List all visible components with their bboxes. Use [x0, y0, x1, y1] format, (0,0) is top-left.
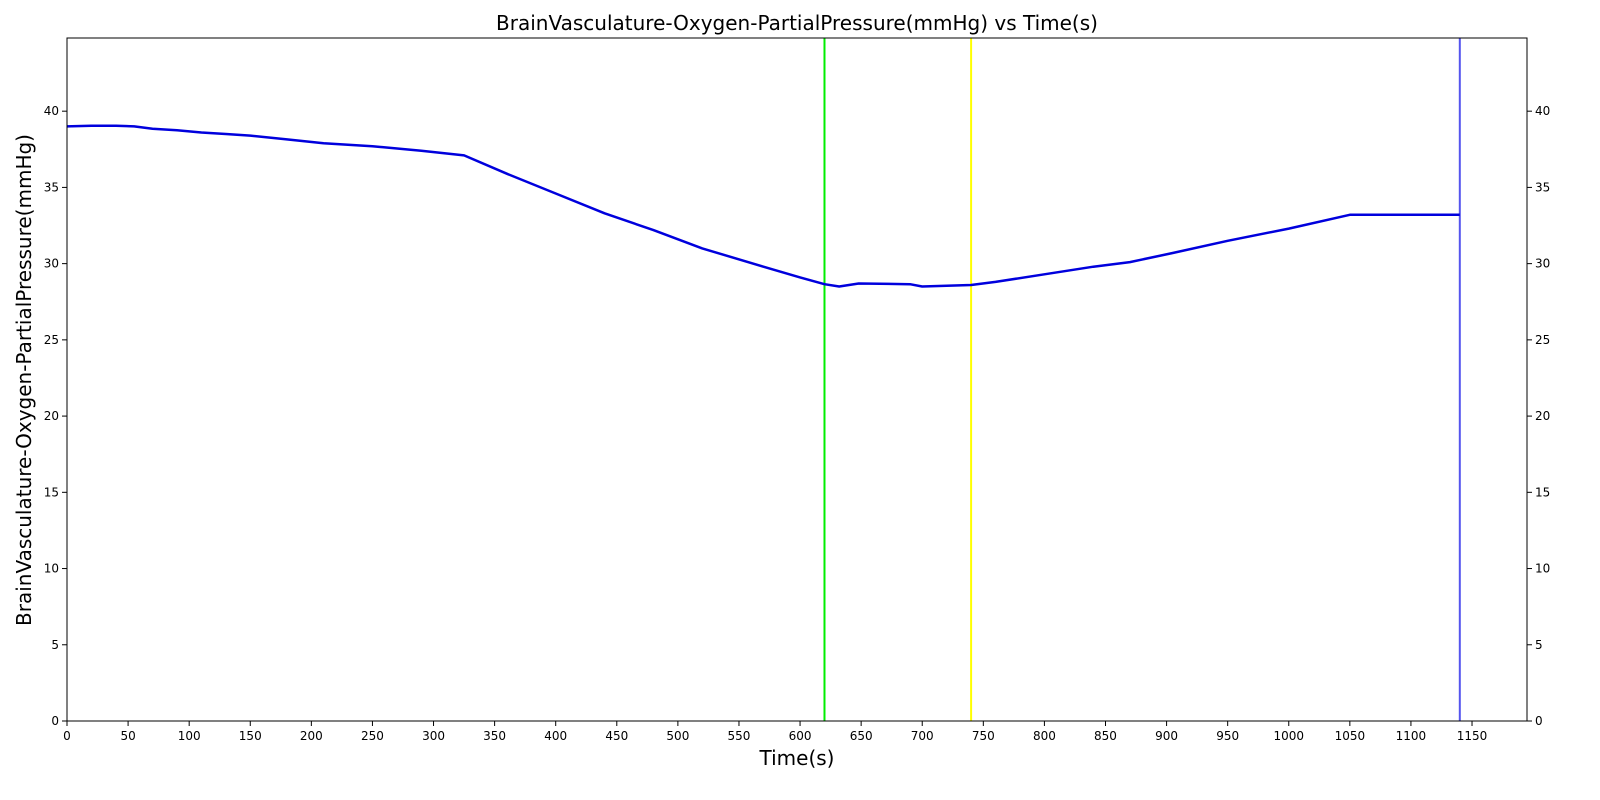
y-tick-label-left: 5	[51, 638, 59, 652]
y-axis-label: BrainVasculature-Oxygen-PartialPressure(…	[12, 134, 36, 626]
x-tick-label: 100	[178, 729, 201, 743]
x-tick-label: 400	[544, 729, 567, 743]
x-tick-label: 600	[789, 729, 812, 743]
x-tick-label: 150	[239, 729, 262, 743]
x-tick-label: 50	[120, 729, 135, 743]
x-tick-label: 300	[422, 729, 445, 743]
y-tick-label-right: 15	[1535, 485, 1550, 499]
y-tick-label-right: 10	[1535, 562, 1550, 576]
chart-title: BrainVasculature-Oxygen-PartialPressure(…	[496, 11, 1098, 35]
y-tick-label-right: 20	[1535, 409, 1550, 423]
y-tick-label-left: 15	[44, 485, 59, 499]
y-tick-label-right: 5	[1535, 638, 1543, 652]
x-tick-label: 650	[850, 729, 873, 743]
plot-area	[67, 38, 1527, 721]
x-tick-label: 250	[361, 729, 384, 743]
y-tick-label-left: 0	[51, 714, 59, 728]
y-axis-ticks-left: 0 5 10 15 20 25 30 35 40	[44, 104, 67, 728]
x-tick-label: 750	[972, 729, 995, 743]
x-tick-label: 550	[728, 729, 751, 743]
plot-frame	[66, 37, 1528, 722]
x-axis-label: Time(s)	[759, 746, 835, 770]
x-tick-label: 700	[911, 729, 934, 743]
x-tick-label: 1150	[1457, 729, 1488, 743]
y-tick-label-left: 30	[44, 257, 59, 271]
x-axis-ticks: 0 50 100 150 200 250 300 350 400 450 500 550 600 650 7…	[63, 721, 1487, 743]
x-tick-label: 1000	[1273, 729, 1304, 743]
y-tick-label-left: 20	[44, 409, 59, 423]
y-tick-label-left: 35	[44, 180, 59, 194]
x-tick-label: 450	[605, 729, 628, 743]
y-tick-label-right: 0	[1535, 714, 1543, 728]
series-layer	[66, 124, 1460, 288]
x-tick-label: 950	[1216, 729, 1239, 743]
y-axis-ticks-right: 0 5 10 15 20 25 30 35 40	[1527, 104, 1550, 728]
y-tick-label-left: 40	[44, 104, 59, 118]
y-tick-label-right: 25	[1535, 333, 1550, 347]
x-tick-label: 350	[483, 729, 506, 743]
x-tick-label: 800	[1033, 729, 1056, 743]
y-tick-label-right: 40	[1535, 104, 1550, 118]
y-tick-label-left: 10	[44, 562, 59, 576]
x-tick-label: 200	[300, 729, 323, 743]
x-tick-label: 1050	[1335, 729, 1366, 743]
x-tick-label: 500	[666, 729, 689, 743]
x-tick-label: 0	[63, 729, 71, 743]
y-tick-label-right: 35	[1535, 180, 1550, 194]
y-tick-label-left: 25	[44, 333, 59, 347]
series-line-0	[66, 124, 1460, 288]
y-tick-label-right: 30	[1535, 257, 1550, 271]
x-tick-label: 900	[1155, 729, 1178, 743]
vertical-markers	[823, 38, 1461, 721]
x-tick-label: 850	[1094, 729, 1117, 743]
x-tick-label: 1100	[1396, 729, 1427, 743]
